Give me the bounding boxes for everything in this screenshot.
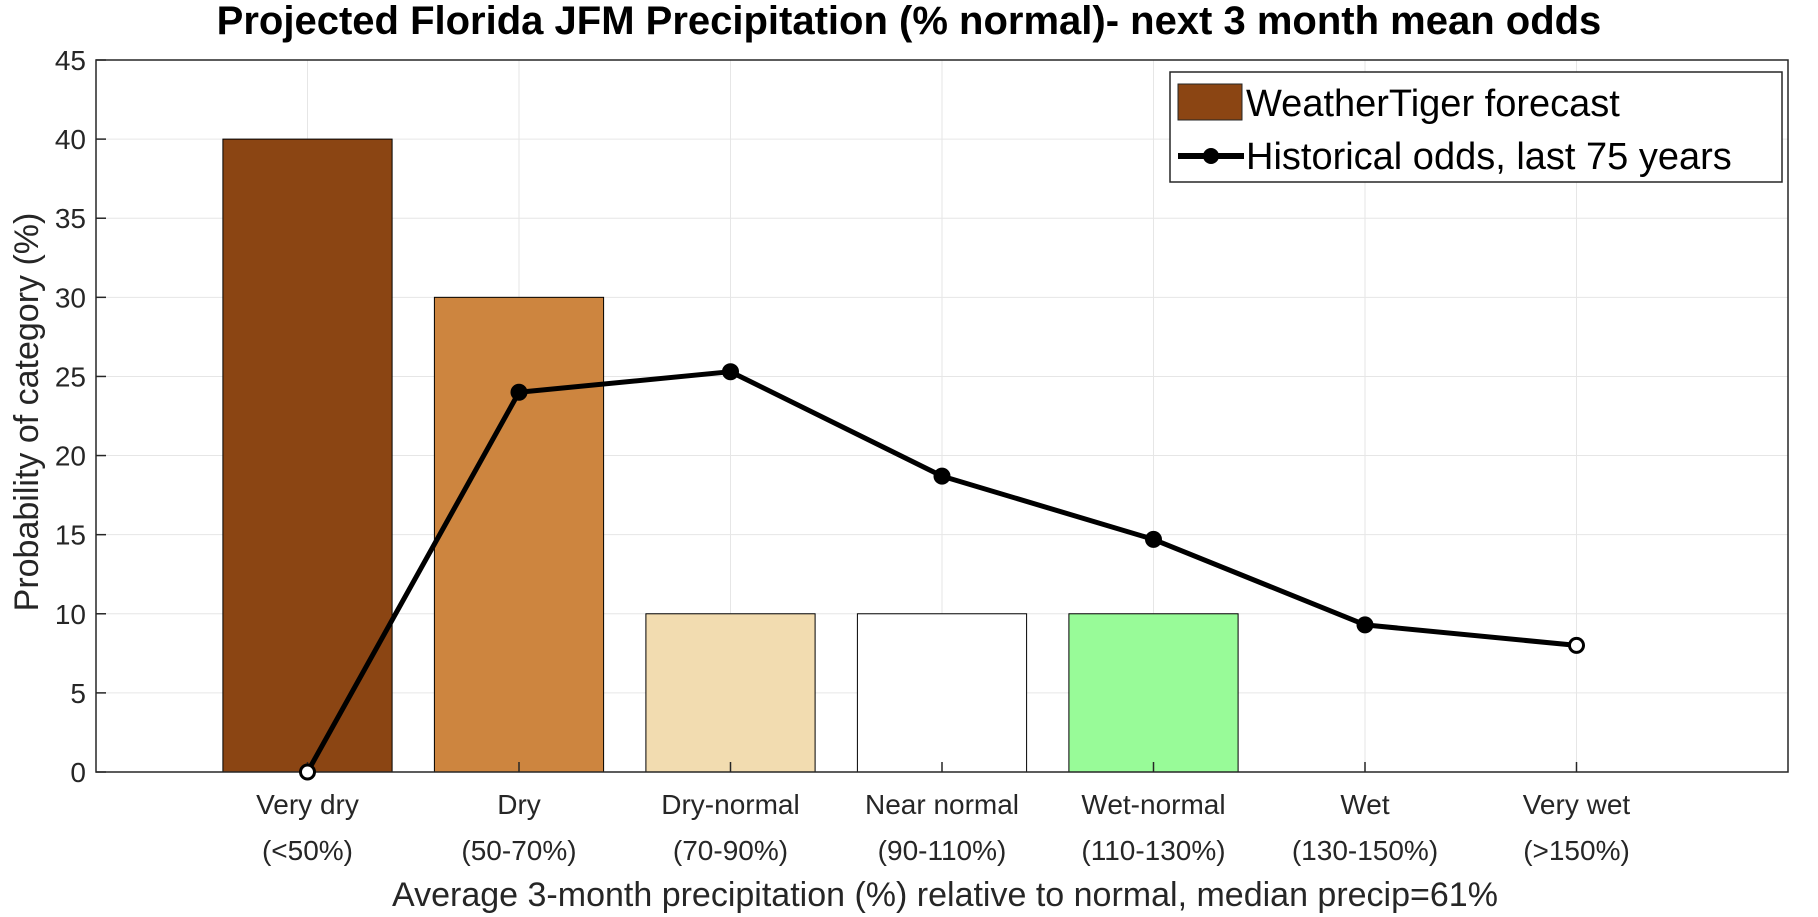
x-tick-label: Dry-normal: [661, 789, 799, 820]
legend-swatch-forecast: [1177, 83, 1243, 121]
historical-odds-point: [722, 363, 739, 381]
historical-odds-point: [299, 763, 316, 781]
x-tick-label: Near normal: [865, 789, 1019, 820]
y-tick-label: 5: [70, 678, 86, 709]
chart-title: Projected Florida JFM Precipitation (% n…: [217, 0, 1602, 43]
historical-odds-point: [1356, 616, 1374, 634]
x-tick-range-label: (>150%): [1523, 835, 1630, 866]
x-tick-range-label: (130-150%): [1292, 835, 1438, 866]
y-tick-label: 10: [55, 599, 86, 630]
y-axis-label: Probability of category (%): [8, 213, 46, 612]
y-tick-label: 20: [55, 441, 86, 472]
historical-odds-point: [510, 383, 528, 401]
forecast-bar: [433, 296, 605, 773]
x-tick-label: Wet: [1340, 789, 1389, 820]
legend-box: [1169, 71, 1783, 183]
y-tick-label: 30: [55, 282, 86, 313]
x-tick-label: Dry: [497, 789, 541, 820]
x-tick-range-label: (70-90%): [673, 835, 788, 866]
forecast-bar: [856, 613, 1028, 773]
x-tick-range-label: (50-70%): [461, 835, 576, 866]
forecast-bar: [645, 613, 816, 773]
historical-odds-point: [933, 467, 951, 485]
y-tick-label: 25: [55, 361, 86, 392]
y-tick-label: 35: [55, 203, 86, 234]
x-tick-range-label: (90-110%): [878, 835, 1007, 866]
bars: [222, 138, 1239, 773]
historical-odds-point: [1568, 636, 1585, 654]
x-axis-ticks: Very dry (<50%) Dry (50-70%) Dry-normal (70-9…: [256, 762, 1630, 866]
x-tick-range-label: (110-130%): [1081, 835, 1225, 866]
y-tick-label: 0: [70, 757, 86, 788]
x-axis-label: Average 3-month precipitation (%) relati…: [392, 876, 1498, 914]
historical-odds-point: [1145, 530, 1162, 548]
legend-marker-historical: [1203, 148, 1219, 164]
x-tick-label: Wet-normal: [1081, 789, 1225, 820]
historical-line: [299, 363, 1585, 781]
y-tick-label: 15: [55, 520, 86, 551]
y-tick-label: 40: [55, 124, 86, 155]
y-tick-label: 45: [55, 45, 86, 76]
x-tick-range-label: (<50%): [262, 835, 353, 866]
x-tick-label: Very wet: [1523, 789, 1631, 820]
legend-label-forecast: WeatherTiger forecast: [1246, 83, 1620, 125]
legend-label-historical: Historical odds, last 75 years: [1246, 136, 1732, 178]
legend: WeatherTiger forecast Historical odds, l…: [1169, 71, 1783, 183]
forecast-bar: [1068, 613, 1239, 773]
y-axis-ticks: 0 5 10 15 20 25 30 35 40 45: [55, 45, 106, 788]
x-tick-label: Very dry: [256, 789, 359, 820]
forecast-bar: [222, 138, 393, 773]
